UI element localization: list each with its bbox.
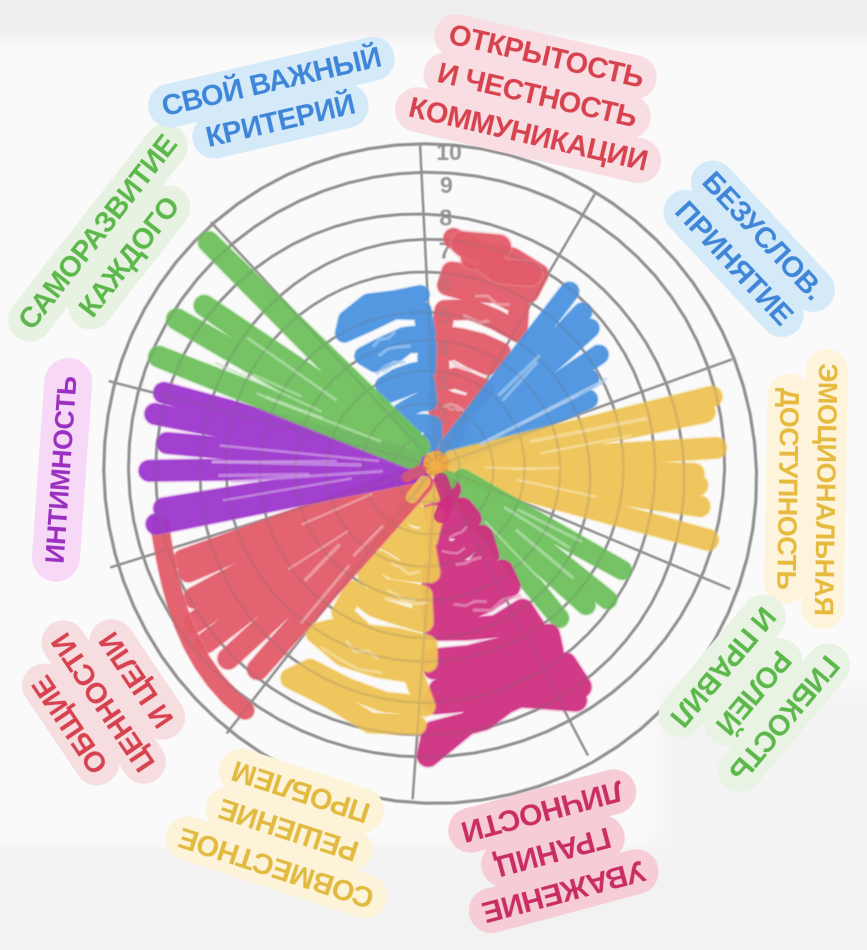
svg-text:1: 1 [435, 435, 448, 461]
svg-text:4: 4 [437, 336, 450, 362]
svg-text:10: 10 [436, 139, 462, 165]
svg-text:8: 8 [439, 205, 452, 231]
svg-text:9: 9 [440, 172, 453, 198]
svg-text:6: 6 [438, 270, 451, 296]
svg-text:3: 3 [436, 369, 449, 395]
svg-text:5: 5 [438, 303, 451, 329]
svg-text:2: 2 [436, 402, 449, 428]
